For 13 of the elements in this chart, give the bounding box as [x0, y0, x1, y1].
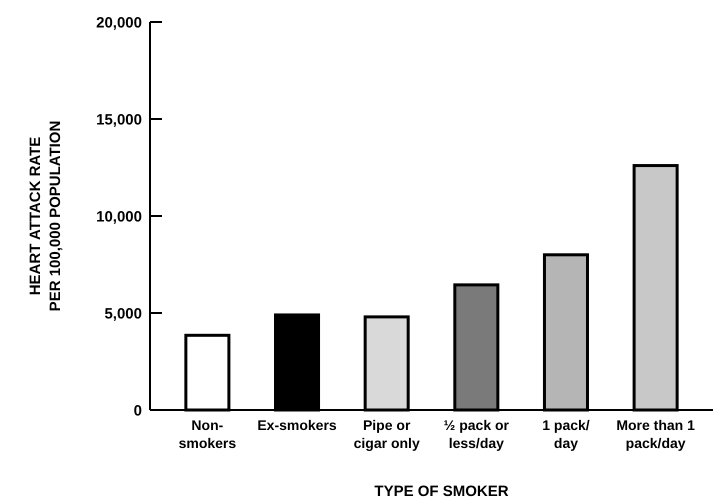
x-tick-label: Pipe or cigar only: [354, 417, 420, 451]
x-tick-label: 1 pack/ day: [542, 417, 590, 451]
y-tick-label: 20,000: [96, 14, 142, 32]
x-tick-label: ½ pack or less/day: [444, 417, 510, 451]
y-axis-title: HEART ATTACK RATE PER 100,000 POPULATION: [27, 120, 64, 312]
x-tick-label: Non- smokers: [178, 417, 236, 451]
y-tick-label: 5,000: [104, 305, 142, 322]
y-tick-label: 0: [134, 402, 142, 420]
y-tick-label: 10,000: [96, 208, 142, 226]
y-tick-label: 15,000: [96, 111, 142, 128]
x-tick-label: More than 1 pack/day: [616, 417, 696, 451]
x-tick-label: Ex-smokers: [257, 417, 337, 433]
x-axis-title: TYPE OF SMOKER: [374, 483, 509, 500]
